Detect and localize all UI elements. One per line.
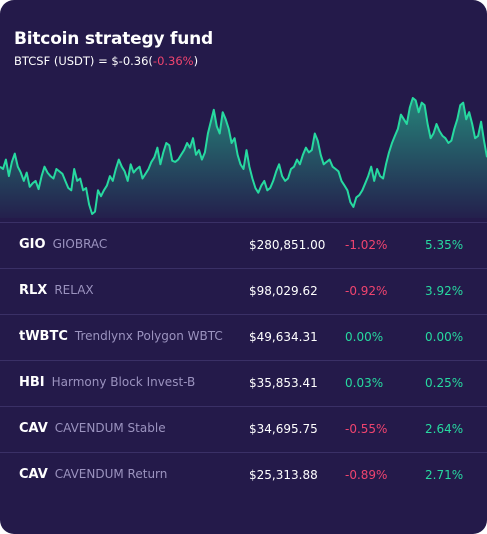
- chart-area: [0, 98, 487, 218]
- price-chart: [0, 97, 487, 218]
- asset-name: CAVENDUM Stable: [54, 421, 166, 435]
- asset-symbol: RLX RELAX: [19, 283, 94, 298]
- asset-change-1: -0.89%: [345, 468, 388, 482]
- asset-price: $98,029.62: [249, 284, 318, 298]
- asset-price: $280,851.00: [249, 238, 326, 252]
- asset-row[interactable]: RLX RELAX $98,029.62 -0.92% 3.92%: [0, 268, 487, 314]
- asset-change-1: 0.03%: [345, 376, 384, 390]
- asset-symbol: HBI Harmony Block Invest-B: [19, 375, 196, 390]
- asset-row[interactable]: CAV CAVENDUM Stable $34,695.75 -0.55% 2.64%: [0, 406, 487, 452]
- asset-change-1: -1.02%: [345, 238, 388, 252]
- asset-price: $49,634.31: [249, 330, 318, 344]
- fund-title: Bitcoin strategy fund: [14, 29, 214, 49]
- asset-symbol: tWBTC Trendlynx Polygon WBTC: [19, 329, 223, 344]
- asset-row[interactable]: HBI Harmony Block Invest-B $35,853.41 0.03%…: [0, 360, 487, 406]
- asset-change-2: 5.35%: [425, 238, 464, 252]
- fund-subtitle: BTCSF (USDT) = $-0.36(-0.36%): [14, 54, 198, 68]
- asset-change-1: -0.55%: [345, 422, 388, 436]
- asset-name: CAVENDUM Return: [54, 467, 168, 481]
- chart-line: [0, 97, 487, 215]
- asset-change-2: 0.00%: [425, 330, 464, 344]
- close-paren: ): [193, 54, 199, 68]
- asset-name: GIOBRAC: [52, 237, 108, 251]
- asset-change-2: 2.64%: [425, 422, 464, 436]
- asset-row[interactable]: GIO GIOBRAC $280,851.00 -1.02% 5.35%: [0, 222, 487, 268]
- asset-symbol: CAV CAVENDUM Return: [19, 467, 168, 482]
- asset-symbol: CAV CAVENDUM Stable: [19, 421, 166, 436]
- asset-name: Trendlynx Polygon WBTC: [74, 329, 223, 343]
- asset-name: Harmony Block Invest-B: [51, 375, 196, 389]
- asset-row[interactable]: CAV CAVENDUM Return $25,313.88 -0.89% 2.71%: [0, 452, 487, 498]
- pair-label: BTCSF (USDT) = $-0.36(: [14, 54, 153, 68]
- asset-change-1: 0.00%: [345, 330, 384, 344]
- asset-change-2: 0.25%: [425, 376, 464, 390]
- asset-change-1: -0.92%: [345, 284, 388, 298]
- asset-price: $35,853.41: [249, 376, 318, 390]
- asset-name: RELAX: [54, 283, 94, 297]
- asset-price: $25,313.88: [249, 468, 318, 482]
- asset-symbol: GIO GIOBRAC: [19, 237, 108, 252]
- asset-change-2: 2.71%: [425, 468, 464, 482]
- fund-change: -0.36%: [152, 54, 194, 68]
- asset-price: $34,695.75: [249, 422, 318, 436]
- asset-table: GIO GIOBRAC $280,851.00 -1.02% 5.35% RLX RELAX…: [0, 222, 487, 498]
- asset-row[interactable]: tWBTC Trendlynx Polygon WBTC $49,634.31 0.0…: [0, 314, 487, 360]
- asset-change-2: 3.92%: [425, 284, 464, 298]
